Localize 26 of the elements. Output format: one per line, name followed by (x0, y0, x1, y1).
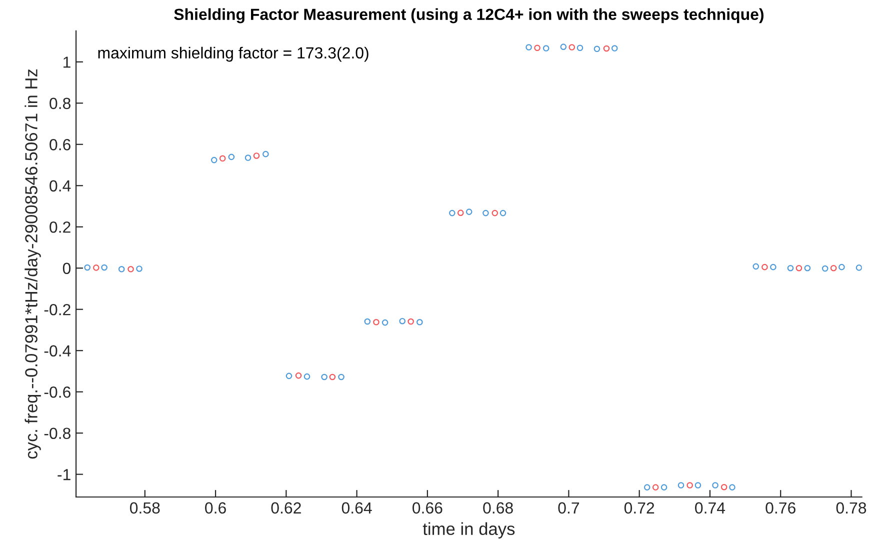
x-tick-label: 0.64 (342, 502, 372, 514)
y-tick-label: -0.8 (44, 428, 70, 440)
x-tick-label: 0.68 (483, 502, 513, 514)
x-tick-label: 0.72 (624, 502, 654, 514)
y-tick-label: -1 (58, 469, 70, 480)
y-axis-title: cyc. freq.--0.07991*tHz/day-29008546.50671 in Hz (24, 69, 41, 459)
chart-title: Shielding Factor Measurement (using a 12C4+ ion with the sweeps technique) (174, 8, 764, 24)
x-tick-label: 0.66 (412, 502, 442, 514)
x-tick-label: 0.62 (271, 502, 301, 514)
y-tick-label: 0.4 (50, 180, 71, 192)
y-tick-label: -0.6 (44, 386, 70, 398)
y-tick-label: 1 (64, 56, 70, 68)
y-tick-label: 0.6 (50, 139, 70, 150)
y-tick-label: 0.2 (50, 222, 70, 233)
y-tick-label: -0.2 (44, 304, 70, 316)
x-axis-title: time in days (422, 522, 515, 538)
x-tick-label: 0.6 (205, 502, 226, 514)
y-tick-label: -0.4 (44, 345, 71, 357)
annotation: maximum shielding factor = 173.3(2.0) (98, 46, 368, 62)
x-tick-label: 0.76 (766, 502, 796, 514)
x-tick-label: 0.74 (695, 502, 726, 514)
x-tick-label: 0.58 (130, 502, 160, 514)
x-tick-label: 0.78 (836, 502, 866, 514)
y-tick-label: 0 (62, 262, 71, 274)
y-tick-label: 0.8 (50, 98, 70, 110)
x-tick-label: 0.7 (558, 502, 579, 514)
